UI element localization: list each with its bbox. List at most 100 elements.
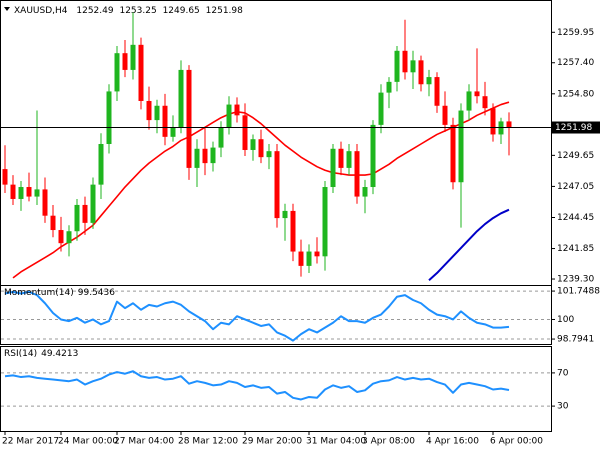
candle-body: [202, 148, 208, 164]
candle-body: [250, 139, 256, 150]
y-tick-label: 1241.85: [557, 244, 594, 254]
x-tick-label: 3 Apr 08:00: [362, 437, 415, 447]
candle-body: [314, 251, 320, 257]
candle-body: [194, 148, 200, 168]
candle-body: [210, 147, 216, 164]
candle-body: [10, 184, 16, 199]
candle-body: [466, 91, 472, 111]
candle-body: [218, 127, 224, 148]
moving-average: [12, 101, 510, 279]
y-tick-label: 1259.95: [557, 28, 594, 38]
candle-body: [330, 148, 336, 188]
momentum-panel-frame: [0, 285, 552, 345]
last-price-label: 1251.98: [555, 123, 592, 133]
x-tick-label: 4 Apr 16:00: [426, 437, 479, 447]
candle-body: [130, 44, 136, 70]
y-tick-label: 1249.65: [557, 151, 594, 161]
candle-body: [282, 210, 288, 219]
candle-body: [274, 151, 280, 219]
candle-body: [402, 50, 408, 73]
last-price-box: [552, 121, 600, 134]
indicator-name: RSI(14): [4, 349, 37, 359]
candle-body: [450, 124, 456, 183]
candle-body: [242, 115, 248, 150]
y-tick-label: 1247.05: [557, 182, 594, 192]
candle-body: [162, 105, 168, 137]
candle-body: [98, 144, 104, 185]
rsi-panel-frame: [0, 346, 552, 432]
candle-body: [138, 44, 144, 101]
candle-body: [106, 91, 112, 144]
candle-body: [386, 81, 392, 93]
candle-body: [298, 251, 304, 266]
candle-body: [426, 77, 432, 85]
candle-body: [394, 50, 400, 82]
candle-body: [90, 184, 96, 223]
candle-body: [186, 69, 192, 168]
candle-body: [122, 53, 128, 70]
candle-body: [114, 53, 120, 92]
candle-body: [258, 139, 264, 158]
indicator-title: Momentum(14) 99.5436: [4, 288, 115, 298]
y-tick-label: 1257.40: [557, 58, 594, 68]
y-tick-label: 70: [557, 368, 569, 378]
x-tick-label: 22 Mar 2017: [2, 437, 59, 447]
candle-body: [34, 189, 40, 197]
indicator-line: [4, 290, 510, 342]
x-tick-label: 27 Mar 04:00: [114, 437, 174, 447]
candle-body: [346, 151, 352, 168]
candle-body: [74, 204, 80, 232]
candle-body: [434, 77, 440, 106]
y-tick-label: 101.7488: [557, 287, 600, 297]
candle-body: [458, 110, 464, 183]
candle-body: [58, 230, 64, 244]
indicator-value: 99.5436: [78, 288, 115, 298]
header-open: 1252.49: [76, 6, 113, 16]
candle-body: [82, 204, 88, 223]
candle-body: [490, 108, 496, 135]
candle-body: [154, 105, 160, 121]
y-tick-label: 1254.80: [557, 89, 594, 99]
y-tick-label: 1244.45: [557, 213, 594, 223]
indicator-line: [4, 370, 510, 401]
candle-body: [266, 151, 272, 158]
candle-body: [170, 127, 176, 137]
candle-body: [474, 91, 480, 97]
y-tick-label: 1239.30: [557, 275, 594, 285]
y-tick-label: 100: [557, 315, 574, 325]
candle-body: [234, 104, 240, 116]
candle-body: [178, 69, 184, 128]
header-high: 1253.25: [119, 6, 156, 16]
candle-body: [322, 187, 328, 257]
x-tick-label: 24 Mar 00:00: [58, 437, 118, 447]
candle-body: [378, 92, 384, 125]
candle-body: [290, 210, 296, 252]
candle-body: [18, 187, 24, 199]
candle-body: [418, 60, 424, 85]
candle-body: [442, 105, 448, 125]
candle-body: [146, 100, 152, 121]
header-low: 1249.65: [163, 6, 200, 16]
candle-body: [2, 169, 8, 185]
price-header: XAUUSD,H4 1252.49 1253.25 1249.65 1251.9…: [14, 6, 243, 16]
candle-body: [226, 104, 232, 128]
x-tick-label: 29 Mar 20:00: [242, 437, 302, 447]
x-tick-label: 31 Mar 04:00: [306, 437, 366, 447]
symbol-title: XAUUSD,H4: [14, 6, 68, 16]
header-close: 1251.98: [206, 6, 243, 16]
indicator-value: 49.4213: [41, 349, 78, 359]
candle-body: [66, 231, 72, 244]
candle-body: [306, 251, 312, 266]
symbol-menu-icon: [4, 7, 10, 11]
indicator-title: RSI(14) 49.4213: [4, 349, 78, 359]
x-tick-label: 28 Mar 12:00: [178, 437, 238, 447]
x-tick-label: 6 Apr 00:00: [490, 437, 543, 447]
indicator-name: Momentum(14): [4, 288, 74, 298]
candle-body: [410, 60, 416, 73]
candle-body: [482, 96, 488, 109]
candle-body: [50, 215, 56, 231]
candle-body: [42, 189, 48, 216]
candle-body: [370, 124, 376, 188]
